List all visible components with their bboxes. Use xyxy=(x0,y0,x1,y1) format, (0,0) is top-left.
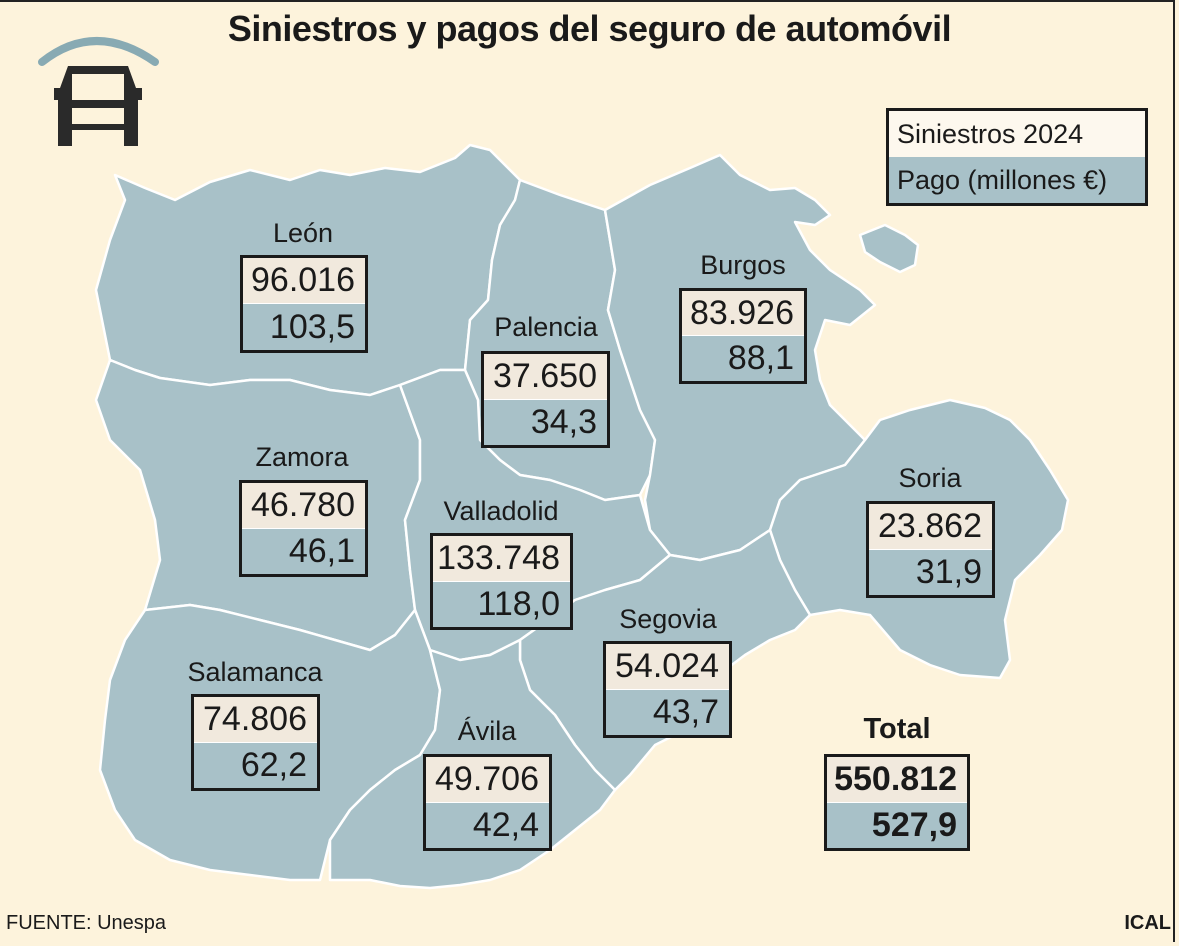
box-zamora: 46.780 46,1 xyxy=(239,480,368,577)
label-avila: Ávila xyxy=(457,716,517,746)
label-salamanca: Salamanca xyxy=(187,657,323,687)
pago-burgos: 88,1 xyxy=(727,339,794,377)
siniestros-burgos: 83.926 xyxy=(682,291,804,336)
total-pago: 527,9 xyxy=(871,805,957,844)
box-avila: 49.706 42,4 xyxy=(423,754,552,851)
pago-valladolid: 118,0 xyxy=(477,584,560,623)
box-palencia: 37.650 34,3 xyxy=(481,351,610,448)
siniestros-valladolid: 133.748 xyxy=(433,536,570,582)
siniestros-avila: 49.706 xyxy=(426,757,549,803)
box-soria: 23.862 31,9 xyxy=(866,501,995,598)
label-palencia: Palencia xyxy=(494,312,598,342)
legend-siniestros: Siniestros 2024 xyxy=(889,111,1145,157)
legend-pago: Pago (millones €) xyxy=(897,164,1108,195)
pago-salamanca: 62,2 xyxy=(240,745,307,784)
box-valladolid: 133.748 118,0 xyxy=(430,533,573,630)
label-valladolid: Valladolid xyxy=(443,496,559,526)
pago-zamora: 46,1 xyxy=(288,531,355,570)
source-note: FUENTE: Unespa xyxy=(6,912,167,934)
total-label: Total xyxy=(863,713,931,745)
legend: Siniestros 2024 Pago (millones €) xyxy=(886,108,1148,206)
box-salamanca: 74.806 62,2 xyxy=(191,694,320,791)
box-leon: 96.016 103,5 xyxy=(240,255,368,353)
label-zamora: Zamora xyxy=(255,442,349,472)
box-burgos: 83.926 88,1 xyxy=(679,288,807,384)
label-burgos: Burgos xyxy=(700,250,786,280)
label-segovia: Segovia xyxy=(619,604,717,634)
pago-soria: 31,9 xyxy=(915,552,982,591)
box-total: 550.812 527,9 xyxy=(824,754,970,851)
car-icon xyxy=(38,37,159,146)
label-leon: León xyxy=(272,218,334,248)
pago-palencia: 34,3 xyxy=(530,402,597,441)
siniestros-zamora: 46.780 xyxy=(242,483,365,529)
region-burgos-enclave xyxy=(858,223,920,274)
total-siniestros: 550.812 xyxy=(827,757,967,803)
page-title: Siniestros y pagos del seguro de automóv… xyxy=(227,8,952,49)
siniestros-palencia: 37.650 xyxy=(484,354,607,400)
label-soria: Soria xyxy=(898,463,962,493)
pago-segovia: 43,7 xyxy=(652,692,719,731)
pago-avila: 42,4 xyxy=(472,805,539,844)
box-segovia: 54.024 43,7 xyxy=(603,641,732,738)
siniestros-salamanca: 74.806 xyxy=(194,697,317,743)
siniestros-leon: 96.016 xyxy=(243,258,365,304)
credit: ICAL xyxy=(1124,912,1171,934)
pago-leon: 103,5 xyxy=(269,307,355,346)
siniestros-segovia: 54.024 xyxy=(606,644,729,690)
siniestros-soria: 23.862 xyxy=(869,504,992,550)
